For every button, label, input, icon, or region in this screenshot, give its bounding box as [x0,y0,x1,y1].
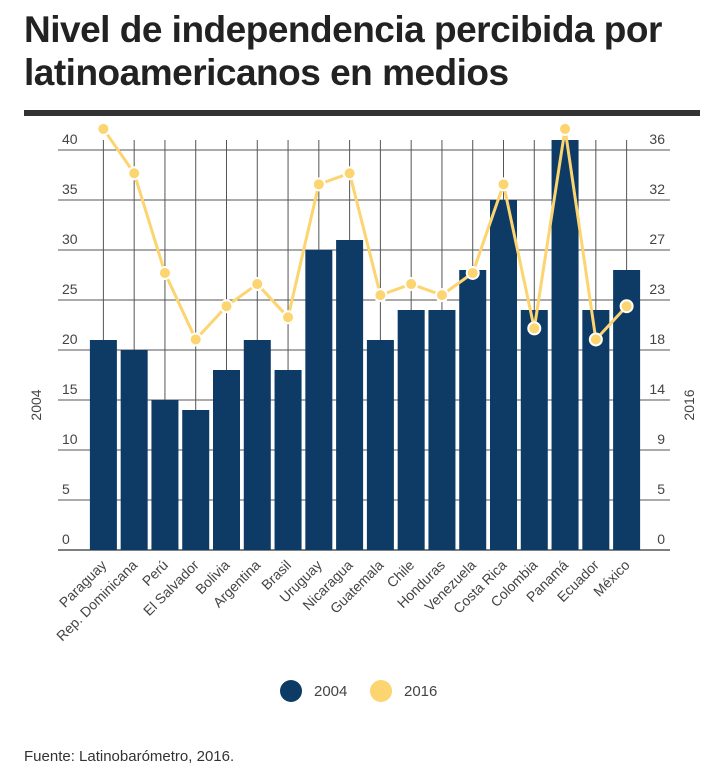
legend-swatch-2016 [370,680,392,702]
y-tick-label-right: 27 [649,231,665,247]
y-tick-label-left: 0 [62,531,70,547]
bar-2004 [213,370,240,550]
y-tick-label-left: 40 [62,131,78,147]
bar-2004 [305,250,333,550]
legend-label-2016: 2016 [404,682,438,700]
point-2016 [619,299,634,314]
point-2016 [434,288,449,303]
y-tick-label-right: 18 [649,331,665,347]
point-2016 [219,299,234,314]
bar-2004 [243,340,271,550]
bar-2004 [520,310,548,550]
y-tick-label-left: 15 [62,381,78,397]
y-tick-label-right: 36 [649,131,665,147]
y-tick-label-left: 30 [62,231,78,247]
bar-2004 [151,400,179,550]
y-tick-label-right: 23 [649,281,665,297]
chart-title: Nivel de independencia percibida por lat… [24,9,662,93]
y-tick-label-left: 20 [62,331,78,347]
bar-2004 [397,310,425,550]
legend-item-2016: 2016 [370,680,437,702]
y-axis-label-left: 2004 [28,389,44,420]
point-2016 [127,166,142,181]
bar-2004 [428,310,456,550]
point-2016 [588,332,603,347]
point-2016 [281,310,296,325]
point-2016 [96,121,111,136]
y-axis-label-right: 2016 [681,389,697,420]
bar-2004 [582,310,610,550]
bar-2004 [120,350,148,550]
point-2016 [558,121,573,136]
bar-2004 [551,140,579,550]
point-2016 [373,288,388,303]
y-tick-label-right: 0 [657,531,665,547]
y-tick-label-right: 14 [649,381,665,397]
y-tick-label-left: 10 [62,431,78,447]
bar-2004 [274,370,302,550]
title-divider [24,110,700,116]
bar-2004 [366,340,394,550]
y-tick-label-left: 35 [62,181,78,197]
point-2016 [250,277,265,292]
y-tick-label-right: 9 [657,431,665,447]
point-2016 [157,265,172,280]
legend: 2004 2016 [0,680,717,710]
point-2016 [527,321,542,336]
y-tick-label-left: 25 [62,281,78,297]
legend-swatch-2004 [280,680,302,702]
point-2016 [465,265,480,280]
legend-label-2004: 2004 [314,682,348,700]
point-2016 [188,332,203,347]
y-tick-label-right: 5 [657,481,665,497]
bar-2004 [89,340,117,550]
point-2016 [404,277,419,292]
legend-item-2004: 2004 [280,680,347,702]
bar-2004 [182,410,210,550]
bar-2004 [336,240,364,550]
y-tick-label-left: 5 [62,481,70,497]
bar-2004 [459,270,487,550]
source-note: Fuente: Latinobarómetro, 2016. [24,748,235,765]
bar-2004 [490,200,517,550]
point-2016 [342,166,357,181]
y-tick-label-right: 32 [649,181,665,197]
line-2016 [102,127,628,341]
point-2016 [311,177,326,192]
point-2016 [496,177,511,192]
